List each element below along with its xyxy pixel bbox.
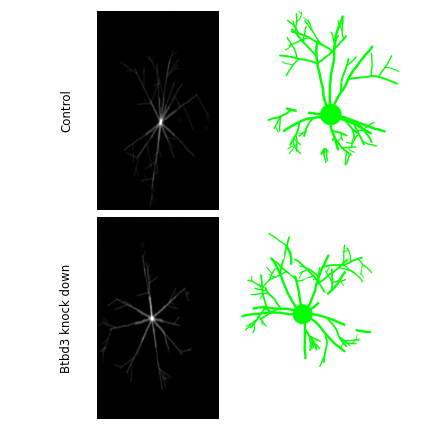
- Circle shape: [273, 251, 284, 261]
- Text: Btbd3 knock down: Btbd3 knock down: [60, 264, 73, 373]
- Circle shape: [303, 279, 314, 289]
- Circle shape: [293, 305, 312, 324]
- Circle shape: [402, 379, 413, 390]
- Circle shape: [334, 153, 344, 164]
- Circle shape: [346, 321, 356, 331]
- Circle shape: [332, 307, 342, 318]
- Circle shape: [257, 236, 267, 247]
- Circle shape: [297, 105, 308, 116]
- Circle shape: [360, 337, 370, 348]
- Circle shape: [261, 57, 272, 68]
- Circle shape: [321, 105, 341, 124]
- Circle shape: [388, 365, 399, 376]
- Circle shape: [249, 41, 260, 52]
- Circle shape: [237, 25, 248, 36]
- Circle shape: [273, 73, 284, 84]
- Circle shape: [374, 351, 384, 362]
- Circle shape: [318, 293, 328, 303]
- Text: Control: Control: [60, 89, 73, 132]
- Circle shape: [321, 137, 332, 148]
- Circle shape: [285, 89, 296, 100]
- Circle shape: [309, 121, 320, 132]
- Circle shape: [346, 169, 356, 180]
- Circle shape: [289, 264, 300, 275]
